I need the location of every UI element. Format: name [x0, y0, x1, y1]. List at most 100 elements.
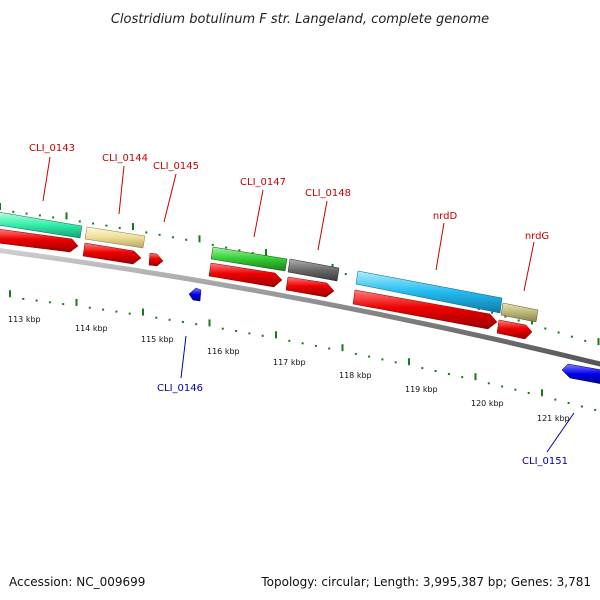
ruler-major-tick: [142, 308, 144, 316]
ruler-major-tick: [341, 344, 344, 352]
ruler-minor-tick: [248, 332, 251, 335]
cds-arrow-cli-0145[interactable]: [148, 252, 164, 267]
feature-cli-0148[interactable]: [287, 258, 340, 282]
ruler-major-tick: [132, 223, 134, 231]
scale-label: 113 kbp: [8, 315, 41, 324]
ruler-minor-tick: [225, 246, 228, 249]
ruler-minor-tick: [102, 308, 105, 311]
ruler-minor-tick: [185, 238, 188, 241]
cds-arrow-cli-0143[interactable]: [0, 229, 79, 253]
ruler-minor-tick: [487, 382, 490, 385]
leader-line: [546, 412, 575, 453]
gene-feature-track: [0, 212, 539, 323]
genome-backbone: [0, 248, 600, 367]
ruler-minor-tick: [22, 297, 25, 300]
ruler-minor-tick: [88, 306, 91, 309]
ruler-major-tick: [9, 290, 11, 298]
gene-label-cli-0151[interactable]: CLI_0151: [522, 456, 568, 467]
cds-arrow-cli-0146[interactable]: [188, 287, 202, 302]
cds-track: [0, 229, 533, 340]
gene-label-nrdg[interactable]: nrdG: [525, 231, 549, 242]
inner-tick-row: [9, 290, 597, 411]
ruler-major-tick: [65, 212, 68, 220]
leader-line: [523, 241, 535, 292]
ruler-minor-tick: [584, 339, 587, 342]
ruler-minor-tick: [527, 392, 530, 394]
leader-line: [435, 222, 445, 271]
ruler-minor-tick: [35, 299, 38, 302]
scale-label: 116 kbp: [207, 347, 240, 356]
gene-label-cli-0147[interactable]: CLI_0147: [240, 177, 286, 188]
leader-line: [163, 173, 177, 223]
ruler-minor-tick: [288, 339, 291, 342]
leader-line: [317, 200, 328, 251]
ruler-minor-tick: [105, 224, 108, 227]
cds-arrow-nrdg[interactable]: [496, 319, 533, 340]
leader-line: [118, 165, 125, 215]
ruler-minor-tick: [394, 361, 397, 364]
ruler-major-tick: [75, 298, 78, 306]
feature-nrdg[interactable]: [500, 302, 539, 323]
gene-label-cli-0144[interactable]: CLI_0144: [102, 153, 148, 164]
cds-arrow-cli-0144[interactable]: [82, 242, 142, 265]
ruler-minor-tick: [52, 216, 55, 219]
ruler-minor-tick: [171, 236, 174, 239]
cds-arrow-cli-0148[interactable]: [285, 276, 335, 298]
cds-arrow-cli-0147[interactable]: [208, 262, 283, 288]
ruler-minor-tick: [48, 301, 51, 304]
ruler-minor-tick: [461, 376, 464, 379]
feature-cli-0143[interactable]: [0, 212, 83, 239]
ruler-minor-tick: [211, 243, 214, 246]
scale-label: 114 kbp: [75, 324, 108, 333]
ruler-minor-tick: [92, 222, 95, 225]
leader-line: [253, 189, 264, 238]
ruler-major-tick: [597, 338, 600, 346]
ruler-major-tick: [275, 331, 277, 339]
ruler-minor-tick: [344, 273, 347, 276]
ruler-major-tick: [0, 203, 1, 210]
gene-label-cli-0146[interactable]: CLI_0146: [157, 383, 203, 394]
cds-arrow-cli-0151[interactable]: [561, 363, 600, 384]
gene-label-cli-0143[interactable]: CLI_0143: [29, 143, 75, 154]
gene-label-cli-0145[interactable]: CLI_0145: [153, 161, 199, 172]
ruler-minor-tick: [238, 249, 241, 252]
map-title: Clostridium botulinum F str. Langeland, …: [111, 12, 489, 27]
ruler-minor-tick: [594, 408, 597, 411]
ruler-minor-tick: [38, 214, 41, 217]
ruler-minor-tick: [354, 352, 357, 355]
ruler-minor-tick: [557, 331, 560, 334]
scale-label: 118 kbp: [339, 371, 372, 380]
ruler-minor-tick: [554, 398, 557, 401]
ruler-minor-tick: [251, 252, 254, 255]
ruler-minor-tick: [78, 220, 81, 223]
ruler-minor-tick: [491, 311, 494, 314]
feature-cli-0147[interactable]: [210, 246, 288, 272]
forward-label-leaders: [42, 156, 535, 292]
topology-text: Topology: circular; Length: 3,995,387 bp…: [260, 575, 591, 589]
ruler-minor-tick: [195, 323, 198, 326]
ruler-minor-tick: [12, 210, 15, 213]
gene-label-nrdd[interactable]: nrdD: [433, 211, 458, 222]
ruler-major-tick: [474, 373, 477, 381]
scale-labels: 113 kbp 114 kbp 115 kbp 116 kbp 117 kbp …: [8, 315, 570, 423]
ruler-minor-tick: [145, 231, 148, 234]
ruler-minor-tick: [328, 347, 331, 350]
ruler-minor-tick: [118, 226, 121, 229]
ruler-minor-tick: [504, 315, 507, 318]
feature-cli-0144[interactable]: [84, 226, 146, 249]
forward-gene-labels: CLI_0143 CLI_0144 CLI_0145 CLI_0147 CLI_…: [29, 143, 549, 242]
ruler-major-tick: [265, 248, 267, 256]
gene-label-cli-0148[interactable]: CLI_0148: [305, 188, 351, 199]
cds-arrow-nrdd[interactable]: [352, 289, 498, 330]
ruler-minor-tick: [158, 233, 161, 236]
reverse-gene-labels: CLI_0146 CLI_0151: [157, 335, 575, 467]
ruler-minor-tick: [421, 367, 424, 370]
accession-text: Accession: NC_009699: [9, 575, 145, 589]
ruler-minor-tick: [181, 321, 184, 323]
ruler-minor-tick: [570, 335, 573, 338]
ruler-major-tick: [408, 358, 410, 366]
feature-nrdd[interactable]: [355, 270, 503, 314]
scale-label: 119 kbp: [405, 385, 438, 394]
ruler-minor-tick: [25, 212, 28, 215]
